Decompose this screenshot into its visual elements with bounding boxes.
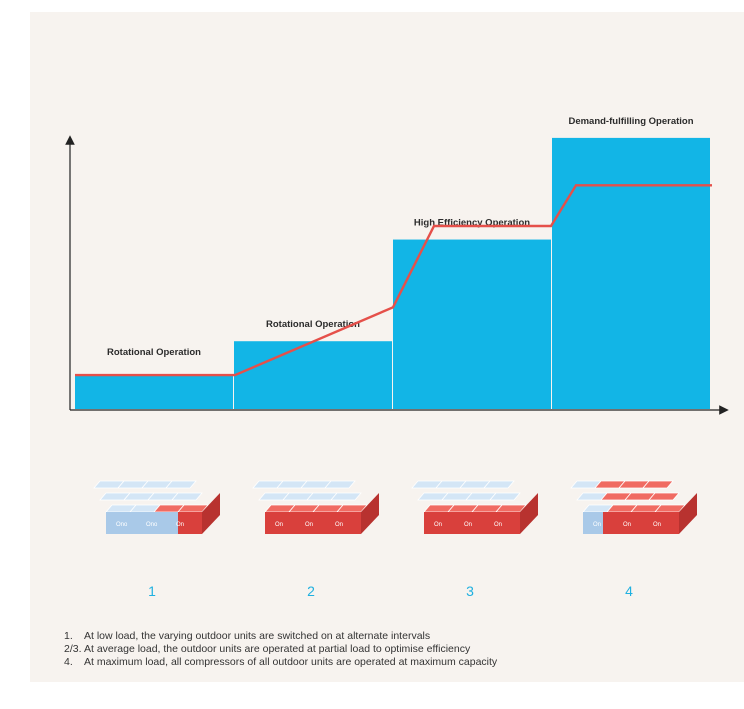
unit-status-label: Ono bbox=[146, 522, 158, 528]
unit-status-label: On bbox=[305, 522, 313, 528]
unit-status-label: On bbox=[176, 522, 184, 528]
bar-1 bbox=[75, 375, 233, 409]
unit-status-label: On bbox=[335, 522, 343, 528]
unit-front-face bbox=[583, 512, 679, 534]
outdoor-unit-group-2: On On On bbox=[252, 480, 379, 534]
unit-side-face bbox=[520, 493, 538, 534]
unit-side-face bbox=[679, 493, 697, 534]
note-3-number: 4. bbox=[64, 656, 73, 668]
unit-front-face bbox=[265, 512, 361, 534]
unit-status-label: On bbox=[275, 522, 283, 528]
unit-front-face-active bbox=[178, 512, 202, 534]
unit-status-label: On bbox=[464, 522, 472, 528]
load-line bbox=[75, 184, 712, 377]
outdoor-unit-group-1: Ono Ono On bbox=[93, 480, 220, 534]
unit-status-label: On bbox=[434, 522, 442, 528]
bar-label-4: Demand-fulfilling Operation bbox=[568, 116, 693, 127]
unit-status-label: On bbox=[593, 522, 601, 528]
bar-4 bbox=[552, 137, 710, 409]
bar-label-1: Rotational Operation bbox=[107, 347, 201, 358]
bar-label-2: Rotational Operation bbox=[266, 319, 360, 330]
unit-cell-top bbox=[642, 480, 674, 489]
unit-number-3: 3 bbox=[466, 583, 474, 599]
unit-front-face-idle bbox=[583, 512, 603, 534]
outdoor-unit-group-3: On On On bbox=[411, 480, 538, 534]
note-1: 1. At low load, the varying outdoor unit… bbox=[64, 630, 497, 643]
unit-cell-top bbox=[324, 480, 356, 489]
unit-cell-top bbox=[171, 492, 203, 501]
outdoor-unit-group-4: On On On bbox=[570, 480, 697, 534]
bar-2 bbox=[234, 341, 392, 409]
unit-cell-top bbox=[648, 492, 680, 501]
unit-front-face bbox=[424, 512, 520, 534]
unit-number-4: 4 bbox=[625, 583, 633, 599]
unit-status-label: On bbox=[623, 522, 631, 528]
bar-label-3: High Efficiency Operation bbox=[414, 218, 530, 229]
unit-status-label: Ono bbox=[116, 522, 128, 528]
note-1-number: 1. bbox=[64, 630, 73, 642]
unit-status-label: On bbox=[494, 522, 502, 528]
note-2-number: 2/3. bbox=[64, 643, 82, 655]
unit-side-face bbox=[202, 493, 220, 534]
unit-status-label: On bbox=[653, 522, 661, 528]
bar-3 bbox=[393, 239, 551, 409]
note-2: 2/3. At average load, the outdoor units … bbox=[64, 643, 497, 656]
unit-number-1: 1 bbox=[148, 583, 156, 599]
unit-cell-top bbox=[489, 492, 521, 501]
footnotes: 1. At low load, the varying outdoor unit… bbox=[64, 630, 497, 669]
unit-side-face bbox=[361, 493, 379, 534]
unit-cell-top bbox=[165, 480, 197, 489]
note-1-text: At low load, the varying outdoor units a… bbox=[84, 630, 431, 642]
note-3-text: At maximum load, all compressors of all … bbox=[84, 656, 498, 668]
unit-cell-top bbox=[330, 492, 362, 501]
note-3: 4. At maximum load, all compressors of a… bbox=[64, 656, 497, 669]
unit-number-2: 2 bbox=[307, 583, 315, 599]
note-2-text: At average load, the outdoor units are o… bbox=[84, 643, 471, 655]
operation-chart: Rotational Operation Rotational Operation… bbox=[65, 116, 729, 534]
unit-cell-top bbox=[483, 480, 515, 489]
